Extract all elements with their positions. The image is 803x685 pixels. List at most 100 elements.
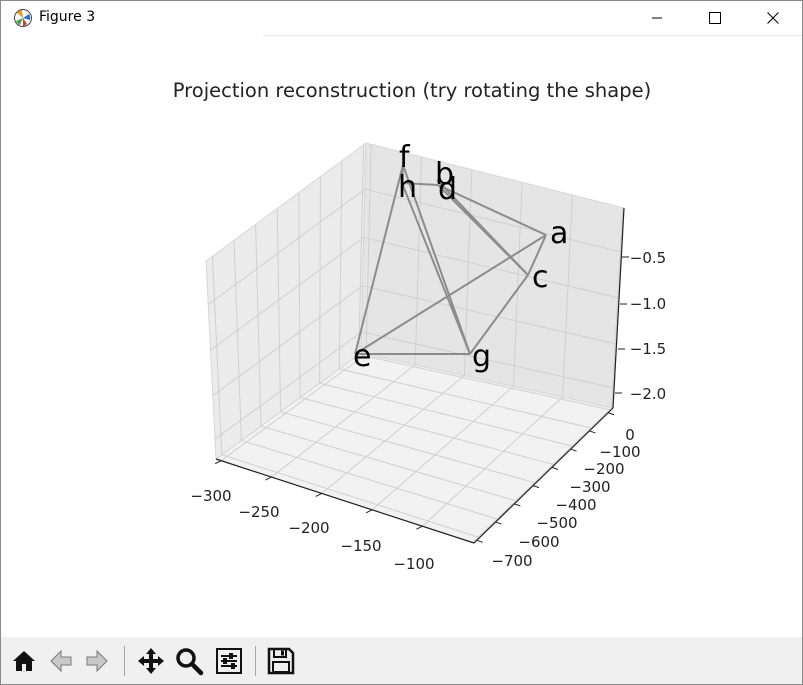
y-tick <box>570 448 577 452</box>
x-tick <box>315 492 323 497</box>
wireframe-shape <box>354 164 547 355</box>
maximize-icon <box>709 12 721 24</box>
shape-edge-e-f <box>354 164 404 355</box>
y-tick-label: −500 <box>536 514 577 532</box>
grid-line-y <box>221 454 480 539</box>
home-button[interactable] <box>8 645 40 677</box>
x-tick-label: −250 <box>238 503 279 521</box>
y-tick-label: −300 <box>569 478 610 496</box>
window-title: Figure 3 <box>39 9 96 25</box>
y-tick <box>551 466 558 470</box>
y-tick-label: −200 <box>583 460 624 478</box>
forward-arrow-icon <box>86 649 108 673</box>
y-tick <box>476 539 483 543</box>
minimize-icon <box>652 17 662 19</box>
axes: −300−250−200−150−1000−100−200−300−400−50… <box>190 207 666 573</box>
point-label-b: b <box>435 157 454 192</box>
grid-line-x <box>472 407 613 543</box>
grid-line-y-wall <box>298 192 301 398</box>
grid-line-y-wall <box>338 160 343 369</box>
point-label-c: c <box>532 260 549 295</box>
grid-line-y-wall <box>276 208 282 412</box>
shape-edge-a-c <box>527 234 547 276</box>
y-tick-label: −600 <box>518 533 559 551</box>
grid-line-y <box>260 425 518 502</box>
y-tick <box>495 521 502 525</box>
y-tick <box>532 485 540 489</box>
zoom-button[interactable] <box>173 645 205 677</box>
pan-icon <box>138 648 164 674</box>
grid-line-z <box>361 331 615 389</box>
back-button[interactable] <box>45 645 77 677</box>
close-button[interactable] <box>744 1 802 35</box>
grid-line-x <box>220 353 367 462</box>
canvas-top-rule <box>263 35 802 36</box>
navigation-toolbar <box>1 637 802 684</box>
x-tick-label: −200 <box>288 519 329 537</box>
grid-line-y <box>358 354 612 411</box>
grid-line-y-wall <box>211 256 223 455</box>
grid-line-x-wall <box>414 156 422 365</box>
y-tick-label: −100 <box>599 443 640 461</box>
point-label-g: g <box>472 339 491 374</box>
toolbar-separator <box>255 646 256 676</box>
minimize-button[interactable] <box>628 1 686 35</box>
x-tick <box>416 525 423 530</box>
grid-line-x <box>371 385 514 511</box>
y-tick <box>607 412 615 416</box>
close-icon <box>767 12 779 24</box>
matplotlib-app-icon <box>13 8 33 28</box>
grid-line-y <box>299 397 555 466</box>
toolbar-separator <box>124 646 125 676</box>
y-tick <box>589 430 596 434</box>
grid-line-y <box>339 368 593 429</box>
save-icon <box>267 647 295 675</box>
y-tick-label: 0 <box>625 426 635 444</box>
home-icon <box>13 651 35 671</box>
point-label-f: f <box>399 140 411 175</box>
grid-line-z <box>210 237 365 351</box>
grid-line-x <box>271 364 416 478</box>
pan-button[interactable] <box>135 645 167 677</box>
title-bar[interactable]: Figure 3 <box>1 1 802 35</box>
figure-canvas[interactable]: Projection reconstruction (try rotating … <box>1 35 802 637</box>
grid-line-z <box>212 285 363 397</box>
maximize-button[interactable] <box>686 1 744 35</box>
forward-button[interactable] <box>81 645 113 677</box>
chart-title: Projection reconstruction (try rotating … <box>173 79 651 102</box>
grid-line-y-wall <box>319 176 321 384</box>
save-button[interactable] <box>265 645 297 677</box>
grid-line-x-wall <box>611 207 624 408</box>
configure-icon <box>216 648 242 674</box>
grid-line-x-wall <box>365 144 372 355</box>
shape-edge-f-g <box>402 164 471 355</box>
x-tick <box>214 460 222 465</box>
y-tick-label: −400 <box>555 496 596 514</box>
z-tick-label: −2.0 <box>630 385 666 403</box>
shape-edge-h-d <box>401 182 439 186</box>
grid-line-z <box>363 237 620 299</box>
grid-line-y-wall <box>255 224 262 427</box>
y-tick <box>514 503 521 507</box>
x-tick <box>365 509 373 514</box>
shape-edge-c-g <box>469 274 529 355</box>
z-axis-line <box>612 207 625 409</box>
point-label-a: a <box>550 216 568 251</box>
point-label-d: d <box>438 172 457 207</box>
x-tick-label: −100 <box>393 555 434 573</box>
grid-line-y <box>280 411 536 484</box>
zoom-icon <box>176 648 204 676</box>
shape-edge-b-c <box>436 179 529 276</box>
point-labels: a b c d e f g h <box>353 140 568 374</box>
grid-line-x <box>422 396 563 527</box>
grid-line-y-wall <box>233 240 242 441</box>
grid-line-y <box>241 439 499 520</box>
z-tick-label: −0.5 <box>630 249 666 267</box>
x-tick <box>265 476 272 481</box>
point-label-e: e <box>353 339 371 374</box>
z-tick-label: −1.5 <box>630 340 666 358</box>
grid-line-y-wall <box>358 144 365 355</box>
configure-subplots-button[interactable] <box>213 645 245 677</box>
grid-line-z <box>207 188 366 305</box>
